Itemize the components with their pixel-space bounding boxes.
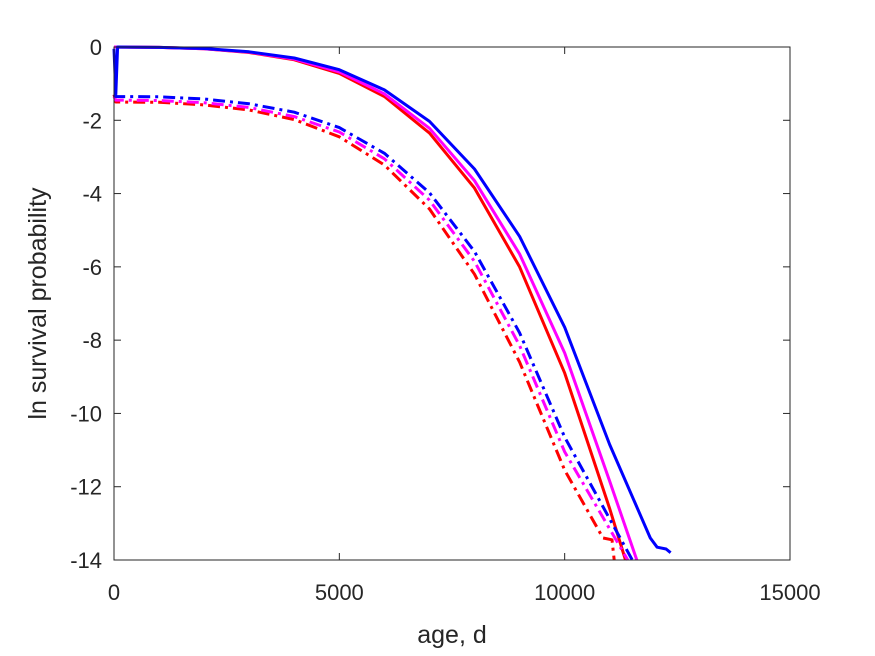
y-tick-label: -2 xyxy=(82,108,102,133)
series-line-5 xyxy=(112,95,630,561)
y-tick-label: -14 xyxy=(70,548,102,573)
y-tick-label: -8 xyxy=(82,328,102,353)
y-axis-label: ln survival probability xyxy=(24,187,52,420)
plot-area-frame xyxy=(113,46,791,561)
series-line-2 xyxy=(113,45,639,561)
ticks-layer: 0 5000 10000 15000 0 -2 -4 -6 -8 -10 -12 -14 xyxy=(70,35,820,605)
y-tick-label: 0 xyxy=(90,35,102,60)
x-tick-label: 5000 xyxy=(315,580,364,605)
x-tick-label: 15000 xyxy=(759,580,820,605)
y-tick-label: -4 xyxy=(82,182,102,207)
x-tick-label: 0 xyxy=(108,580,120,605)
series-line-4 xyxy=(112,94,616,561)
x-tick-label: 10000 xyxy=(534,580,595,605)
y-tick-label: -10 xyxy=(70,401,102,426)
y-tick-label: -12 xyxy=(70,475,102,500)
x-axis-label: age, d xyxy=(417,621,487,649)
y-tick-label: -6 xyxy=(82,255,102,280)
series-line-1 xyxy=(113,45,627,561)
series-line-6 xyxy=(112,93,634,561)
series-layer xyxy=(112,45,672,561)
